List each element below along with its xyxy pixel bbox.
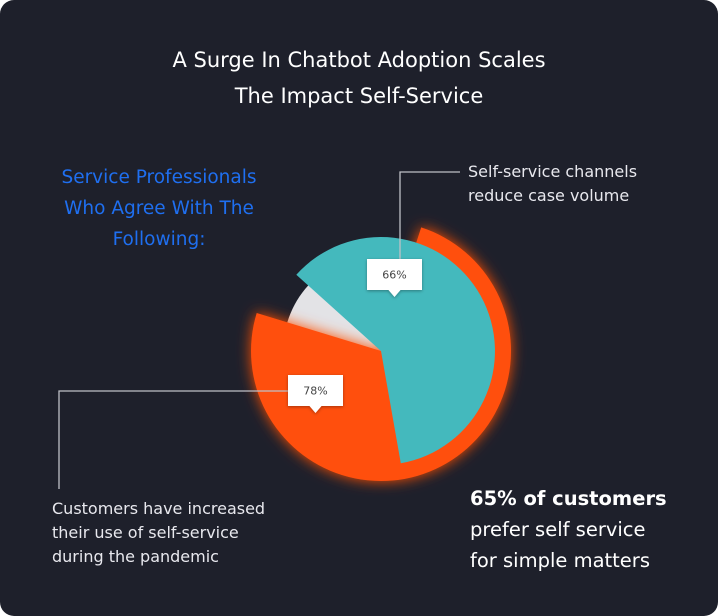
- key-stat-headline: 65% of customers: [470, 487, 667, 510]
- slice-label-line: reduce case volume: [468, 186, 630, 205]
- chart-subtitle: Service Professionals Who Agree With The…: [28, 162, 290, 255]
- value-callout-orange: 78%: [288, 375, 343, 413]
- slice-label-line: during the pandemic: [52, 547, 219, 566]
- value-callouts: 66% 78%: [288, 259, 422, 413]
- value-callout-orange-bubble: [288, 375, 343, 413]
- pie-slice-teal: [296, 237, 495, 464]
- chart-subtitle-line: Service Professionals: [61, 167, 257, 188]
- value-callout-teal-bubble: [367, 259, 422, 297]
- slice-label-customers-increased: Customers have increased their use of se…: [52, 497, 265, 569]
- chart-subtitle-line: Who Agree With The: [64, 198, 254, 219]
- value-callout-orange-text: 78%: [303, 385, 327, 398]
- slice-label-line: Self-service channels: [468, 162, 638, 181]
- slice-label-self-service-channels: Self-service channels reduce case volume: [468, 160, 637, 208]
- leader-line-left: [58, 390, 290, 489]
- slice-label-line: Customers have increased: [52, 499, 266, 518]
- value-callout-teal: 66%: [367, 259, 422, 297]
- key-stat-line: for simple matters: [470, 549, 650, 572]
- chart-title-line: A Surge In Chatbot Adoption Scales: [172, 48, 546, 72]
- chart-subtitle-line: Following:: [112, 229, 206, 250]
- value-callout-teal-text: 66%: [382, 269, 406, 282]
- key-stat: 65% of customers prefer self service for…: [470, 483, 667, 576]
- key-stat-line: prefer self service: [470, 518, 646, 541]
- chart-title: A Surge In Chatbot Adoption Scales The I…: [0, 42, 718, 114]
- leader-lines: [58, 171, 460, 489]
- leader-line-top: [399, 171, 460, 262]
- slice-label-line: their use of self-service: [52, 523, 239, 542]
- chart-title-line: The Impact Self-Service: [234, 84, 484, 108]
